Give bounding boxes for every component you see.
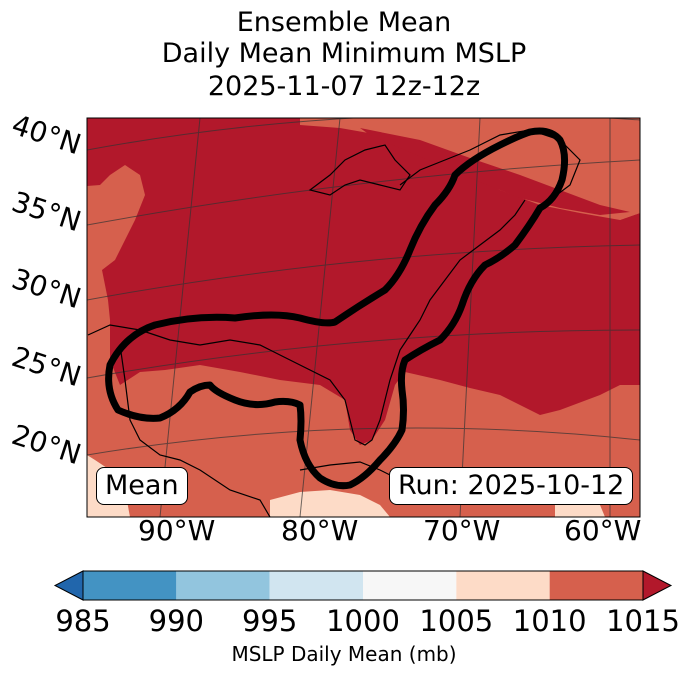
title-line-2: Daily Mean Minimum MSLP: [161, 38, 527, 69]
colorbar-segment: [456, 571, 550, 600]
colorbar-tick-label: 1015: [606, 604, 680, 638]
colorbar-tick-label: 985: [55, 604, 111, 638]
colorbar-tick-label: 995: [241, 604, 298, 638]
colorbar-tick-label: 1000: [326, 604, 400, 638]
colorbar-segment: [549, 571, 643, 600]
run-badge: Run: 2025-10-12: [389, 467, 634, 505]
colorbar-tick-label: 1005: [419, 604, 494, 638]
coastlines: [87, 129, 581, 517]
lon-label-80: 80°W: [281, 514, 359, 547]
pressure-fill-1010-1015: [87, 118, 640, 445]
colorbar-segment: [83, 571, 177, 600]
title-line-1: Ensemble Mean: [236, 7, 452, 38]
mean-badge: Mean: [96, 467, 188, 505]
colorbar-segment: [363, 571, 457, 600]
colorbar-tick-label: 990: [148, 604, 205, 638]
colorbar-tick-label: 1010: [512, 604, 587, 638]
title-line-3: 2025-11-07 12z-12z: [207, 71, 481, 102]
colorbar-over-arrow: [642, 570, 673, 601]
lon-label-90: 90°W: [138, 514, 216, 547]
colorbar-segment: [176, 571, 270, 600]
lon-label-70: 70°W: [423, 514, 501, 547]
colorbar-segment: [269, 571, 363, 600]
lon-label-60: 60°W: [564, 514, 642, 547]
contour-1010: [105, 127, 569, 490]
colorbar-under-arrow: [53, 570, 84, 601]
colorbar-label: MSLP Daily Mean (mb): [231, 642, 457, 666]
